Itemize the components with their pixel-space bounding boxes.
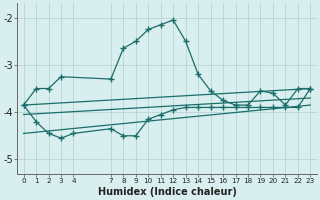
X-axis label: Humidex (Indice chaleur): Humidex (Indice chaleur) [98, 187, 236, 197]
